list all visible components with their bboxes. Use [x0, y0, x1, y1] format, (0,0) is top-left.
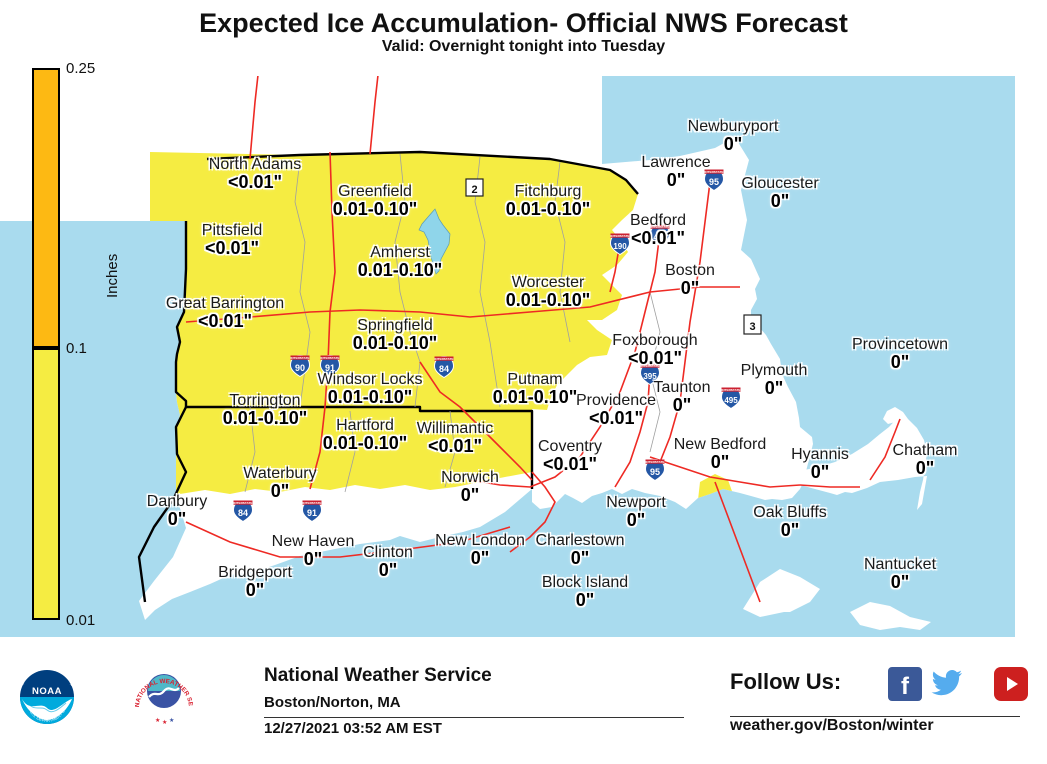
svg-text:INTERSTATE: INTERSTATE	[722, 388, 741, 392]
svg-text:INTERSTATE: INTERSTATE	[321, 356, 340, 360]
svg-text:INTERSTATE: INTERSTATE	[641, 364, 660, 368]
svg-text:NOAA: NOAA	[32, 686, 62, 697]
svg-text:INTERSTATE: INTERSTATE	[291, 356, 310, 360]
svg-text:90: 90	[295, 363, 305, 373]
svg-text:95: 95	[709, 177, 719, 187]
svg-text:495: 495	[724, 396, 738, 405]
svg-text:★: ★	[169, 717, 174, 724]
svg-text:INTERSTATE: INTERSTATE	[303, 501, 322, 505]
svg-text:84: 84	[439, 364, 449, 374]
svg-text:INTERSTATE: INTERSTATE	[611, 234, 630, 238]
svg-text:95: 95	[650, 467, 660, 477]
svg-text:190: 190	[613, 242, 627, 251]
svg-text:2: 2	[471, 184, 477, 196]
svg-text:f: f	[901, 673, 910, 700]
svg-text:395: 395	[643, 372, 657, 381]
svg-text:INTERSTATE: INTERSTATE	[234, 501, 253, 505]
svg-text:INTERSTATE: INTERSTATE	[435, 357, 454, 361]
svg-text:91: 91	[325, 363, 335, 373]
svg-text:84: 84	[238, 508, 248, 518]
svg-text:INTERSTATE: INTERSTATE	[646, 460, 665, 464]
svg-text:INTERSTATE: INTERSTATE	[651, 225, 670, 229]
svg-text:495: 495	[653, 233, 667, 242]
svg-text:★: ★	[162, 719, 167, 726]
svg-text:INTERSTATE: INTERSTATE	[705, 170, 724, 174]
svg-text:3: 3	[749, 321, 755, 333]
svg-text:91: 91	[307, 508, 317, 518]
svg-text:★: ★	[155, 717, 160, 724]
